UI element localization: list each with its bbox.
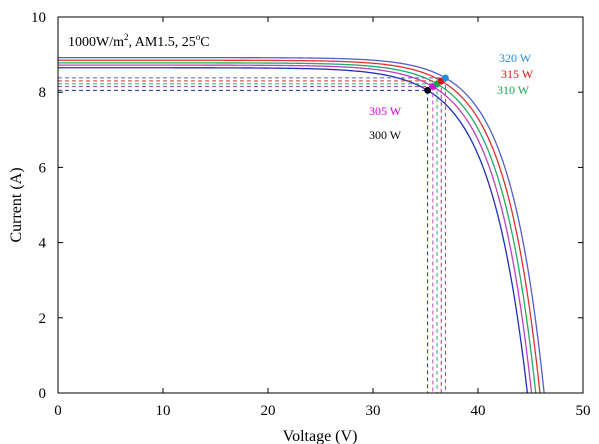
- mpp-point: [442, 74, 449, 82]
- y-tick-label: 10: [31, 10, 46, 26]
- power-label: 300 W: [369, 128, 402, 142]
- axes: 0 10 20 30 40 50 0 2 4 6 8 10: [31, 10, 591, 419]
- y-tick-label: 6: [39, 160, 47, 176]
- iv-curve-305w: [58, 64, 533, 394]
- x-tick-label: 40: [471, 403, 486, 419]
- iv-curve-320w: [58, 56, 545, 394]
- iv-curves: [58, 56, 545, 394]
- y-axis-title: Current (A): [8, 167, 25, 242]
- mpp-point: [424, 86, 431, 94]
- y-tick-label: 0: [39, 386, 47, 402]
- x-tick-label: 50: [576, 403, 591, 419]
- plot-frame: [57, 16, 584, 394]
- power-label: 310 W: [497, 83, 530, 97]
- mpp-guide-lines: [58, 77, 446, 393]
- y-tick-label: 2: [39, 311, 47, 327]
- x-axis-title: Voltage (V): [283, 428, 358, 444]
- power-label: 305 W: [369, 104, 402, 118]
- x-tick-label: 0: [54, 403, 62, 419]
- iv-curve-310w: [58, 62, 537, 394]
- iv-curve-315w: [58, 59, 541, 394]
- y-tick-label: 8: [39, 85, 47, 101]
- power-labels: 300 W 305 W 310 W 315 W 320 W: [369, 51, 534, 142]
- mpp-points: [424, 74, 449, 94]
- power-label: 320 W: [499, 51, 532, 65]
- y-tick-label: 4: [39, 236, 47, 252]
- conditions-annotation: 1000W/m2, AM1.5, 25oC: [68, 32, 210, 50]
- x-tick-label: 20: [261, 403, 276, 419]
- x-tick-label: 10: [156, 403, 171, 419]
- iv-curve-300w: [58, 67, 528, 394]
- x-tick-label: 30: [366, 403, 381, 419]
- power-label: 315 W: [501, 67, 534, 81]
